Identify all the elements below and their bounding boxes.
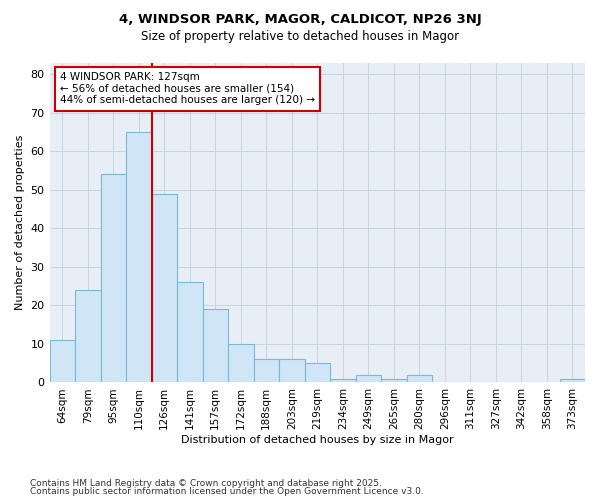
Bar: [75, 290, 101, 382]
Bar: [101, 174, 126, 382]
Bar: [126, 132, 152, 382]
Text: 4 WINDSOR PARK: 127sqm
← 56% of detached houses are smaller (154)
44% of semi-de: 4 WINDSOR PARK: 127sqm ← 56% of detached…: [60, 72, 315, 106]
Bar: [356, 374, 381, 382]
Bar: [177, 282, 203, 382]
X-axis label: Distribution of detached houses by size in Magor: Distribution of detached houses by size …: [181, 435, 454, 445]
Bar: [330, 378, 356, 382]
Bar: [381, 378, 407, 382]
Bar: [203, 309, 228, 382]
Text: Contains HM Land Registry data © Crown copyright and database right 2025.: Contains HM Land Registry data © Crown c…: [30, 478, 382, 488]
Bar: [152, 194, 177, 382]
Bar: [305, 363, 330, 382]
Text: Contains public sector information licensed under the Open Government Licence v3: Contains public sector information licen…: [30, 487, 424, 496]
Bar: [279, 360, 305, 382]
Bar: [50, 340, 75, 382]
Bar: [560, 378, 585, 382]
Bar: [254, 360, 279, 382]
Y-axis label: Number of detached properties: Number of detached properties: [15, 135, 25, 310]
Text: 4, WINDSOR PARK, MAGOR, CALDICOT, NP26 3NJ: 4, WINDSOR PARK, MAGOR, CALDICOT, NP26 3…: [119, 12, 481, 26]
Bar: [228, 344, 254, 383]
Bar: [407, 374, 432, 382]
Text: Size of property relative to detached houses in Magor: Size of property relative to detached ho…: [141, 30, 459, 43]
